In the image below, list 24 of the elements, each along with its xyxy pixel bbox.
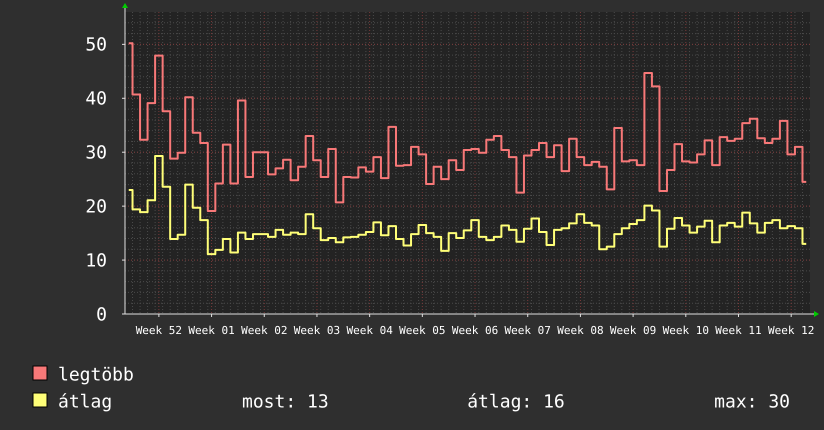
x-tick-label: Week 12 xyxy=(768,324,814,337)
y-tick-label: 0 xyxy=(96,304,107,326)
text: max: 30 xyxy=(714,391,790,412)
legend-label: átlag xyxy=(58,391,112,412)
y-tick-label: 40 xyxy=(85,88,107,110)
y-tick-label: 50 xyxy=(85,34,107,56)
y-tick-label: 10 xyxy=(85,250,107,272)
legend-label: legtöbb xyxy=(58,364,134,386)
x-tick-label: Week 08 xyxy=(557,324,604,337)
x-tick-label: Week 02 xyxy=(241,324,288,337)
x-tick-label: Week 11 xyxy=(715,324,762,337)
x-tick-label: Week 52 xyxy=(136,324,182,337)
x-tick-label: Week 03 xyxy=(294,324,340,337)
x-tick-label: Week 01 xyxy=(188,324,235,337)
x-tick-label: Week 07 xyxy=(504,324,551,337)
text: most: 13 xyxy=(242,391,329,412)
text: átlag: 16 xyxy=(467,391,565,412)
x-tick-label: Week 10 xyxy=(662,324,709,337)
y-tick-label: 30 xyxy=(85,142,107,164)
x-tick-label: Week 05 xyxy=(399,324,446,337)
x-tick-label: Week 06 xyxy=(452,324,498,337)
y-tick-label: 20 xyxy=(85,196,107,218)
x-tick-label: Week 09 xyxy=(610,324,656,337)
x-tick-label: Week 04 xyxy=(346,324,394,337)
